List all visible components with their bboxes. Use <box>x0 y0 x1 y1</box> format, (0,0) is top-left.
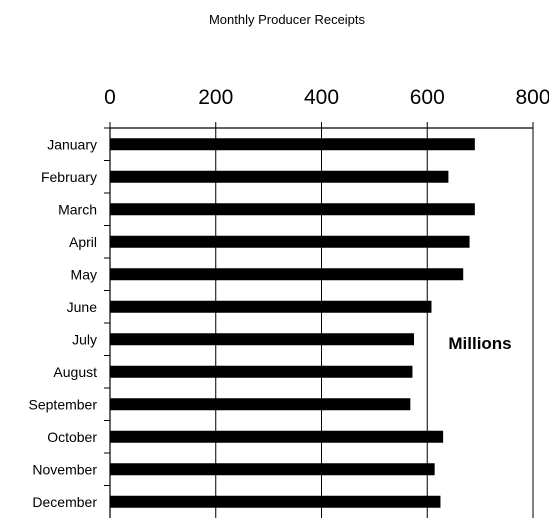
chart-title: Monthly Producer Receipts <box>209 12 366 27</box>
y-tick-label: June <box>67 299 98 315</box>
x-tick-label: 600 <box>410 86 445 109</box>
bar <box>110 365 413 378</box>
bar <box>110 463 435 476</box>
y-tick-label: January <box>47 136 97 152</box>
bars <box>110 138 475 508</box>
x-tick-label: 400 <box>304 86 339 109</box>
y-tick-label: April <box>69 234 97 250</box>
x-tick-labels: 0 200 400 600 800 <box>104 86 549 109</box>
bar <box>110 138 475 151</box>
x-tick-label: 800 <box>515 86 549 109</box>
y-tick-label: July <box>72 331 97 347</box>
bar <box>110 398 411 411</box>
bar <box>110 170 449 183</box>
bar <box>110 495 441 508</box>
bar <box>110 333 415 346</box>
x-tick-label: 200 <box>198 86 233 109</box>
y-tick-label: May <box>71 266 97 282</box>
y-tick-label: November <box>32 461 97 477</box>
axes <box>104 122 534 518</box>
units-annotation: Millions <box>448 334 511 353</box>
y-tick-label: December <box>32 494 97 510</box>
bar <box>110 300 432 313</box>
bar <box>110 430 444 443</box>
y-tick-label: October <box>47 429 97 445</box>
y-tick-label: September <box>29 396 98 412</box>
bar <box>110 268 464 281</box>
y-tick-label: February <box>41 169 97 185</box>
y-tick-labels: January February March April May June July Augu… <box>29 136 98 510</box>
bar <box>110 203 475 216</box>
y-tick-label: March <box>58 201 97 217</box>
y-tick-label: August <box>53 364 97 380</box>
x-tick-label: 0 <box>104 86 116 109</box>
gridlines <box>215 128 534 518</box>
bar <box>110 235 470 248</box>
